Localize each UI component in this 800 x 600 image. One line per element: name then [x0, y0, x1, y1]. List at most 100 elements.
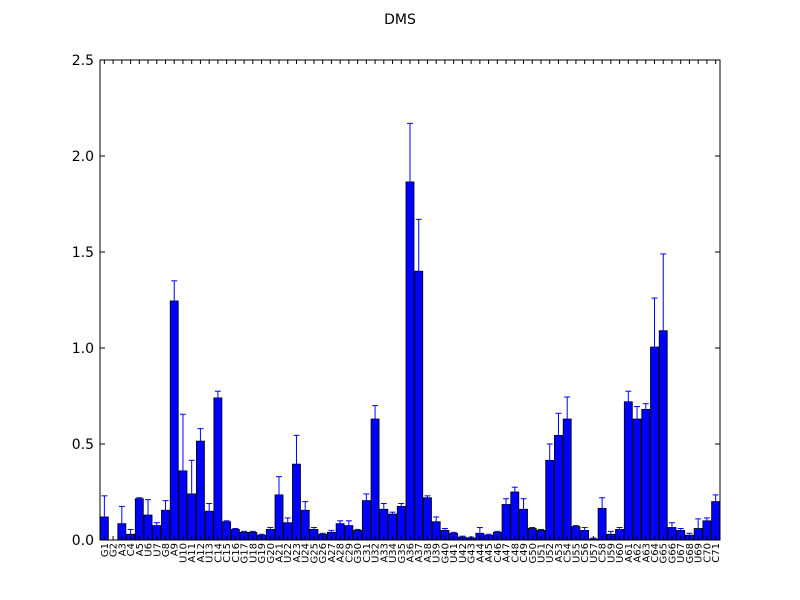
x-tick-label-A37: A37 — [414, 543, 425, 563]
x-tick-label-G40: G40 — [440, 543, 451, 563]
x-tick-label-A62: A62 — [633, 543, 644, 563]
x-tick-label-C71: C71 — [711, 543, 722, 563]
error-bars-layer — [101, 122, 719, 540]
error-bar-A11 — [188, 459, 195, 528]
error-bar-U69 — [695, 518, 702, 539]
error-bar-U41 — [450, 531, 457, 535]
bar-A9 — [169, 300, 179, 541]
bar-A38 — [423, 497, 432, 541]
error-bar-A38 — [424, 495, 431, 500]
x-tick-label-G1: G1 — [100, 543, 111, 557]
error-bar-C58 — [599, 497, 606, 519]
error-bar-C16 — [232, 527, 239, 531]
x-tick-label-U34: U34 — [388, 543, 399, 563]
x-tick-label-A9: A9 — [170, 543, 181, 556]
x-tick-label-A53: A53 — [554, 543, 565, 563]
y-tick-label: 1.0 — [72, 341, 94, 357]
y-axis-ticks: 0.0 0.5 1.0 1.5 2.0 2.5 — [72, 53, 720, 549]
x-tick-label-A63: A63 — [641, 543, 652, 563]
error-bar-A62 — [634, 406, 641, 432]
x-tick-label-G2: G2 — [109, 543, 120, 557]
error-bar-A53 — [555, 412, 562, 458]
x-tick-label-A36: A36 — [406, 543, 417, 563]
bar-C14 — [213, 397, 223, 541]
error-bar-U22 — [284, 517, 291, 528]
x-tick-label-A12: A12 — [196, 543, 207, 563]
error-bar-A3 — [118, 505, 125, 540]
x-tick-label-A33: A33 — [379, 543, 390, 563]
error-bar-A23 — [293, 434, 300, 493]
bar-A63 — [641, 409, 651, 541]
x-tick-label-U52: U52 — [545, 543, 556, 563]
bar-A12 — [196, 440, 205, 541]
error-bar-A37 — [415, 218, 422, 324]
x-tick-label-C70: C70 — [702, 543, 713, 563]
error-bar-A12 — [197, 428, 204, 454]
x-tick-label-G17: G17 — [240, 543, 251, 563]
error-bar-U52 — [546, 443, 553, 477]
error-bar-U67 — [677, 527, 684, 533]
x-tick-label-C15: C15 — [222, 543, 233, 563]
x-tick-label-U10: U10 — [178, 543, 189, 563]
x-tick-label-G66: G66 — [667, 543, 678, 563]
x-tick-label-G19: G19 — [257, 543, 268, 563]
y-tick-label: 1.5 — [72, 245, 94, 261]
x-tick-label-A38: A38 — [423, 543, 434, 563]
error-bar-G25 — [310, 527, 317, 532]
error-bar-U55 — [572, 525, 579, 528]
x-tick-label-G35: G35 — [397, 543, 408, 563]
error-bar-A21 — [276, 476, 283, 514]
x-tick-label-U55: U55 — [571, 543, 582, 563]
x-tick-label-U41: U41 — [449, 543, 460, 563]
x-tick-label-A27: A27 — [327, 543, 338, 563]
error-bar-G65 — [660, 253, 667, 408]
error-bar-A61 — [625, 390, 632, 413]
error-bar-G35 — [398, 503, 405, 510]
error-bar-A45 — [485, 533, 492, 537]
error-bar-U32 — [372, 405, 379, 433]
x-tick-label-U13: U13 — [205, 543, 216, 563]
error-bar-G66 — [668, 522, 675, 533]
bar-G35 — [396, 505, 406, 541]
error-bar-U10 — [179, 413, 186, 528]
x-tick-label-U39: U39 — [432, 543, 443, 563]
error-bar-G30 — [354, 528, 361, 532]
error-bar-C31 — [363, 493, 370, 508]
x-tick-label-C49: C49 — [519, 543, 530, 563]
error-bar-G17 — [241, 530, 248, 534]
x-tick-label-C56: C56 — [580, 543, 591, 563]
error-bar-C46 — [494, 530, 501, 534]
bar-A61 — [623, 401, 633, 541]
x-tick-label-G30: G30 — [353, 543, 364, 563]
x-tick-label-C54: C54 — [563, 543, 574, 563]
x-tick-label-A28: A28 — [336, 543, 347, 563]
y-tick-label: 2.5 — [72, 53, 94, 69]
error-bar-U60 — [616, 527, 623, 532]
error-bar-G50 — [529, 527, 536, 530]
x-axis-ticks: G1G2A3C4A5U6U7G8A9U10A11A12U13C14C15C16G… — [100, 60, 722, 563]
error-bar-G20 — [267, 527, 274, 532]
x-tick-label-U22: U22 — [283, 543, 294, 563]
x-tick-label-U57: U57 — [589, 543, 600, 563]
y-tick-label: 0.5 — [72, 437, 94, 453]
x-tick-label-A3: A3 — [117, 543, 128, 556]
error-bar-G1 — [101, 495, 108, 539]
error-bar-U13 — [206, 503, 213, 519]
error-bar-G8 — [162, 500, 169, 520]
x-tick-label-G20: G20 — [266, 543, 277, 563]
error-bar-U7 — [153, 522, 160, 529]
x-tick-label-U18: U18 — [248, 543, 259, 563]
x-tick-label-A47: A47 — [502, 543, 513, 563]
error-bar-U24 — [302, 501, 309, 519]
error-bar-C49 — [520, 498, 527, 520]
bar-U32 — [370, 418, 380, 541]
x-tick-label-U6: U6 — [144, 543, 155, 557]
error-bar-U34 — [389, 511, 396, 516]
x-tick-label-U51: U51 — [536, 543, 547, 563]
x-tick-label-C46: C46 — [493, 543, 504, 563]
error-bar-A5 — [136, 497, 143, 500]
error-bar-U18 — [249, 530, 256, 534]
error-bar-A47 — [503, 498, 510, 511]
error-bar-U39 — [433, 516, 440, 527]
